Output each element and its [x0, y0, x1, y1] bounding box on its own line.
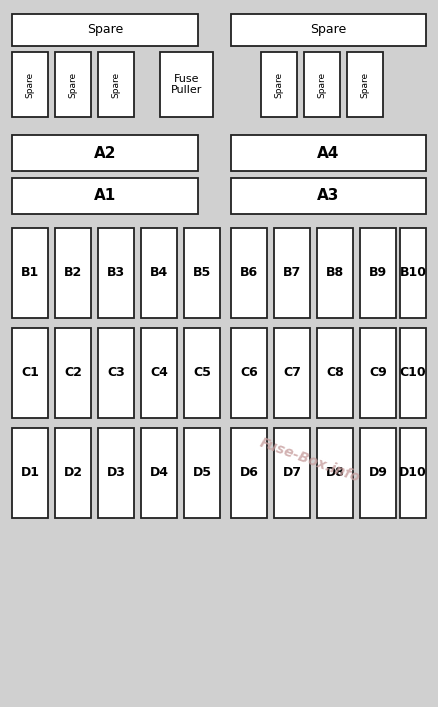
Bar [316, 428, 352, 518]
Text: Spare: Spare [25, 71, 35, 98]
Bar [273, 228, 309, 318]
Text: D9: D9 [368, 467, 387, 479]
Text: A1: A1 [94, 189, 116, 204]
Bar [230, 328, 266, 418]
Text: Spare: Spare [68, 71, 78, 98]
Text: Spare: Spare [87, 23, 123, 37]
Text: D2: D2 [64, 467, 82, 479]
Bar [399, 228, 425, 318]
Text: D1: D1 [21, 467, 39, 479]
Text: C2: C2 [64, 366, 82, 380]
Text: D5: D5 [192, 467, 211, 479]
Bar [399, 328, 425, 418]
Bar [399, 428, 425, 518]
Bar [12, 178, 198, 214]
Bar [184, 228, 219, 318]
Text: Spare: Spare [111, 71, 120, 98]
Text: C4: C4 [150, 366, 168, 380]
Text: D7: D7 [282, 467, 301, 479]
Text: D10: D10 [398, 467, 426, 479]
Bar [159, 52, 212, 117]
Text: B7: B7 [282, 267, 300, 279]
Text: B2: B2 [64, 267, 82, 279]
Text: D8: D8 [325, 467, 344, 479]
Text: B4: B4 [149, 267, 168, 279]
Text: Spare: Spare [360, 71, 369, 98]
Text: Spare: Spare [317, 71, 326, 98]
Text: Fuse
Puller: Fuse Puller [170, 74, 202, 95]
Text: B6: B6 [240, 267, 258, 279]
Text: C1: C1 [21, 366, 39, 380]
Text: D3: D3 [106, 467, 125, 479]
Bar [55, 52, 91, 117]
Text: B5: B5 [192, 267, 211, 279]
Text: B9: B9 [368, 267, 386, 279]
Bar [230, 428, 266, 518]
Bar [184, 428, 219, 518]
Bar [359, 328, 395, 418]
Bar [261, 52, 297, 117]
Text: B3: B3 [107, 267, 125, 279]
Text: C10: C10 [399, 366, 425, 380]
Text: D6: D6 [239, 467, 258, 479]
Bar [303, 52, 339, 117]
Text: C3: C3 [107, 366, 124, 380]
Bar [55, 428, 91, 518]
Bar [141, 428, 177, 518]
Text: A2: A2 [94, 146, 116, 160]
Text: B8: B8 [325, 267, 343, 279]
Text: B1: B1 [21, 267, 39, 279]
Bar [12, 428, 48, 518]
Text: C6: C6 [240, 366, 257, 380]
Text: C7: C7 [283, 366, 300, 380]
Bar [359, 228, 395, 318]
Text: B10: B10 [399, 267, 426, 279]
Text: D4: D4 [149, 467, 168, 479]
Bar [316, 228, 352, 318]
Bar [141, 228, 177, 318]
Bar [55, 328, 91, 418]
Bar [12, 135, 198, 171]
Bar [273, 328, 309, 418]
Text: C8: C8 [325, 366, 343, 380]
Bar [98, 228, 134, 318]
Text: Fuse-Box.info: Fuse-Box.info [257, 436, 361, 485]
Bar [98, 428, 134, 518]
Text: C9: C9 [368, 366, 386, 380]
Bar [230, 178, 425, 214]
Text: Spare: Spare [310, 23, 346, 37]
Bar [55, 228, 91, 318]
Text: A3: A3 [317, 189, 339, 204]
Bar [184, 328, 219, 418]
Bar [141, 328, 177, 418]
Bar [230, 135, 425, 171]
Bar [230, 14, 425, 46]
Bar [273, 428, 309, 518]
Bar [230, 228, 266, 318]
Bar [359, 428, 395, 518]
Bar [98, 328, 134, 418]
Text: A4: A4 [317, 146, 339, 160]
Bar [346, 52, 382, 117]
Bar [12, 328, 48, 418]
Bar [12, 14, 198, 46]
Text: Spare: Spare [274, 71, 283, 98]
Bar [12, 52, 48, 117]
Text: C5: C5 [193, 366, 210, 380]
Bar [316, 328, 352, 418]
Bar [98, 52, 134, 117]
Bar [12, 228, 48, 318]
